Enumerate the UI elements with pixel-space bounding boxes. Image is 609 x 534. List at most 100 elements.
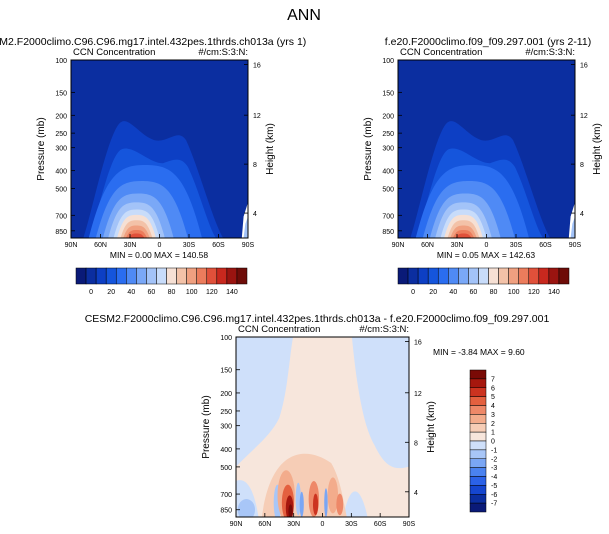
colorbar-swatch: [469, 467, 487, 477]
y-tick-label: 150: [220, 368, 232, 375]
units-label: #/cm:S:3:N:: [525, 47, 575, 58]
colorbar-label: -3: [491, 465, 497, 472]
colorbar-swatch: [427, 267, 439, 285]
colorbar-swatch: [136, 267, 147, 285]
colorbar-swatch: [518, 267, 530, 285]
colorbar-label: 80: [168, 289, 176, 296]
colorbar-label: 7: [491, 376, 495, 383]
colorbar-label: 120: [206, 289, 218, 296]
colorbar-label: -4: [491, 474, 497, 481]
y-tick-label: 250: [220, 409, 232, 416]
colorbar-label: 0: [411, 289, 415, 296]
y-right-tick-label: 4: [253, 211, 257, 218]
colorbar-swatch: [478, 267, 489, 285]
colorbar-swatch: [469, 387, 487, 397]
colorbar-swatch: [216, 267, 228, 285]
x-tick-label: 90N: [230, 521, 243, 528]
panel-title: f.e20.F2000climo.f09_f09.297.001 (yrs 2-…: [385, 36, 591, 48]
colorbar-swatch: [85, 267, 97, 285]
y-tick-label: 700: [220, 492, 232, 499]
colorbar-label: -1: [491, 447, 497, 454]
panel-1: CESM2.F2000climo.C96.C96.mg17.intel.432p…: [0, 36, 306, 296]
colorbar-swatch: [95, 267, 107, 285]
y-tick-label: 500: [382, 186, 394, 193]
y-right-tick-label: 16: [253, 62, 261, 69]
stats-label: MIN = -3.84 MAX = 9.60: [433, 347, 525, 357]
x-tick-label: 0: [158, 242, 162, 249]
colorbar-swatch: [397, 267, 409, 285]
y-right-tick-label: 4: [580, 211, 584, 218]
x-tick-label: 60N: [94, 242, 107, 249]
stats-label: MIN = 0.05 MAX = 142.63: [437, 250, 536, 260]
y-right-tick-label: 4: [414, 490, 418, 497]
y-tick-label: 400: [220, 447, 232, 454]
y-axis-label: Pressure (mb): [36, 117, 47, 180]
colorbar-swatch: [468, 267, 479, 285]
colorbar-swatch: [437, 267, 449, 285]
contour-cell: [312, 493, 319, 516]
contour-cell: [336, 493, 344, 516]
y-right-axis-label: Height (km): [592, 123, 603, 175]
x-tick-label: 30S: [183, 242, 196, 249]
y-tick-label: 200: [382, 113, 394, 120]
colorbar-label: 80: [490, 289, 498, 296]
x-tick-label: 0: [485, 242, 489, 249]
colorbar-swatch: [469, 502, 487, 513]
colorbar-swatch: [558, 267, 570, 285]
contour-cell: [288, 504, 293, 517]
colorbar-swatch: [196, 267, 208, 285]
contour-cell: [324, 488, 328, 517]
x-tick-label: 30S: [510, 242, 523, 249]
colorbar-swatch: [469, 378, 487, 388]
panel-2: f.e20.F2000climo.f09_f09.297.001 (yrs 2-…: [363, 36, 603, 296]
contour-cell: [237, 499, 256, 517]
y-tick-label: 100: [55, 58, 67, 65]
contour-level: [455, 233, 472, 238]
x-tick-label: 90N: [392, 242, 405, 249]
colorbar-label: 60: [470, 289, 478, 296]
y-tick-label: 250: [55, 131, 67, 138]
colorbar-swatch: [469, 458, 487, 468]
panel-title: CESM2.F2000climo.C96.C96.mg17.intel.432p…: [0, 36, 306, 48]
colorbar-swatch: [458, 267, 469, 285]
y-right-tick-label: 12: [580, 113, 588, 120]
colorbar-swatch: [176, 267, 187, 285]
colorbar-label: 140: [548, 289, 560, 296]
y-tick-label: 300: [55, 146, 67, 153]
colorbar-swatch: [186, 267, 197, 285]
units-label: #/cm:S:3:N:: [198, 47, 248, 58]
colorbar-label: 100: [186, 289, 198, 296]
y-tick-label: 850: [220, 508, 232, 515]
y-right-tick-label: 12: [414, 391, 422, 398]
colorbar-label: -5: [491, 483, 497, 490]
y-right-axis-label: Height (km): [426, 401, 437, 453]
colorbar-swatch: [488, 267, 499, 285]
colorbar-label: 40: [449, 289, 457, 296]
y-axis-label: Pressure (mb): [363, 117, 374, 180]
colorbar-swatch: [469, 494, 487, 504]
y-right-tick-label: 12: [253, 113, 261, 120]
colorbar-swatch: [126, 267, 137, 285]
colorbar-swatch: [469, 405, 487, 415]
y-tick-label: 700: [382, 213, 394, 220]
colorbar-label: 60: [148, 289, 156, 296]
y-right-tick-label: 8: [253, 162, 257, 169]
y-right-tick-label: 16: [414, 340, 422, 347]
y-tick-label: 300: [382, 146, 394, 153]
variable-label: CCN Concentration: [400, 47, 482, 58]
contour-cell: [295, 482, 301, 516]
heatmap-body: [71, 60, 248, 238]
colorbar-swatch: [115, 267, 127, 285]
colorbar-swatch: [469, 485, 487, 495]
colorbar-label: -2: [491, 456, 497, 463]
y-axis-label: Pressure (mb): [201, 395, 212, 458]
y-tick-label: 400: [55, 169, 67, 176]
colorbar-swatch: [469, 423, 487, 433]
colorbar-label: 6: [491, 385, 495, 392]
colorbar-label: 4: [491, 403, 495, 410]
colorbar-label: -7: [491, 501, 497, 508]
colorbar-label: 20: [429, 289, 437, 296]
colorbar-swatch: [508, 267, 519, 285]
x-tick-label: 90S: [403, 521, 416, 528]
colorbar-label: 140: [226, 289, 238, 296]
